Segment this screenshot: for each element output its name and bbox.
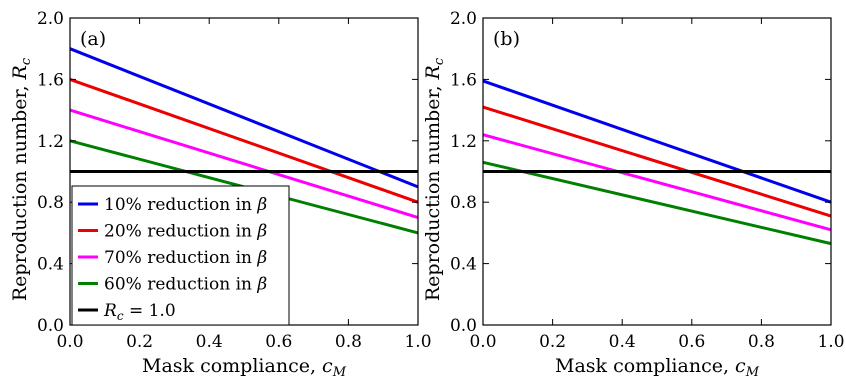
- x-tick-label: 0.4: [609, 332, 636, 352]
- series-line-1: [482, 79, 832, 204]
- x-tick-label: 1.0: [817, 332, 844, 352]
- x-tick-label: 0.4: [196, 332, 223, 352]
- chart-panel-a: 0.0 0.2 0.4 0.6 0.8 1.0 0.0 0.4 0.8 1.2 1.6 2.0 Mask…: [9, 9, 432, 380]
- series-line-2: [69, 77, 419, 204]
- legend-entry: 60% reduction in β: [104, 275, 267, 295]
- series-line-3: [69, 108, 419, 219]
- x-tick-label: 0.2: [539, 332, 566, 352]
- x-tick-label: 0.8: [335, 332, 362, 352]
- y-tick-label: 1.2: [37, 132, 64, 152]
- plot-frame: [482, 17, 832, 326]
- x-tick-label: 0.6: [678, 332, 705, 352]
- legend-box: [71, 185, 290, 326]
- x-tick-label: 1.0: [404, 332, 431, 352]
- x-tick-label: 0.2: [126, 332, 153, 352]
- y-axis-label: Reproduction number, Rc: [9, 57, 34, 301]
- legend-entry: 10% reduction in β: [104, 195, 267, 215]
- y-tick-label: 0.8: [450, 193, 477, 213]
- panel-label: (a): [80, 28, 106, 50]
- y-tick-label: 1.6: [37, 70, 64, 90]
- x-tick-label: 0.8: [748, 332, 775, 352]
- x-axis-label: Mask compliance, cM: [142, 355, 347, 380]
- legend-entry: 20% reduction in β: [104, 222, 267, 242]
- y-tick-label: 2.0: [37, 9, 64, 29]
- y-tick-label: 1.2: [450, 132, 477, 152]
- y-tick-label: 1.6: [450, 70, 477, 90]
- x-axis-label: Mask compliance, cM: [555, 355, 760, 380]
- y-axis-label: Reproduction number, Rc: [422, 57, 447, 301]
- series-line-4: [482, 160, 832, 246]
- x-tick-label: 0.0: [56, 332, 83, 352]
- series-line-1: [69, 47, 419, 189]
- series-line-2: [482, 105, 832, 218]
- legend-entry: 70% reduction in β: [104, 248, 267, 268]
- x-tick-label: 0.0: [469, 332, 496, 352]
- chart-panel-b: 0.0 0.2 0.4 0.6 0.8 1.0 0.0 0.4 0.8 1.2 1.6 2.0 Mask…: [422, 9, 845, 380]
- y-tick-label: 0.4: [37, 255, 64, 275]
- x-tick-label: 0.6: [265, 332, 292, 352]
- series-line-3: [482, 133, 832, 232]
- y-tick-label: 0.0: [450, 316, 477, 336]
- legend: 10% reduction in β 20% reduction in β 70% …: [71, 185, 290, 326]
- y-tick-label: 0.4: [450, 255, 477, 275]
- legend-entry: Rc = 1.0: [103, 301, 176, 323]
- panel-label: (b): [493, 28, 520, 50]
- y-tick-label: 0.0: [37, 316, 64, 336]
- y-tick-label: 2.0: [450, 9, 477, 29]
- y-tick-label: 0.8: [37, 193, 64, 213]
